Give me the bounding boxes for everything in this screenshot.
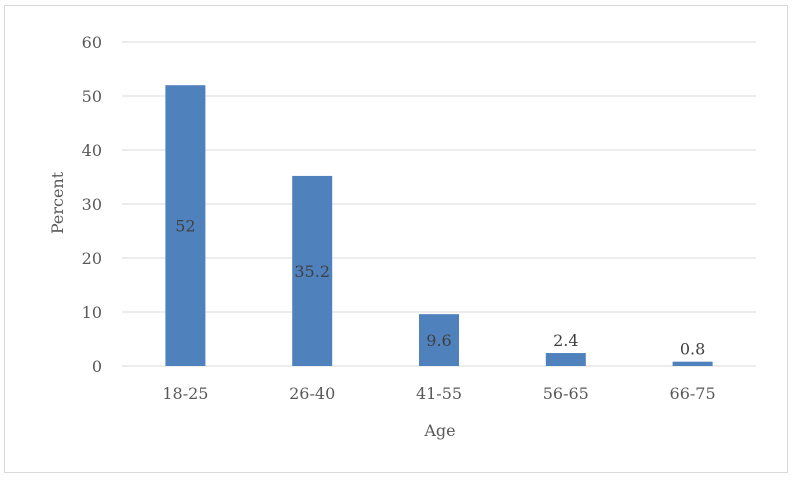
x-tick-label: 66-75	[670, 384, 716, 403]
x-tick-label: 41-55	[416, 384, 462, 403]
data-label: 0.8	[680, 340, 705, 359]
x-tick-label: 26-40	[289, 384, 335, 403]
data-label: 35.2	[294, 262, 330, 281]
y-tick-label: 40	[82, 141, 102, 160]
x-tick-label: 18-25	[162, 384, 208, 403]
y-tick-label: 60	[82, 33, 102, 52]
data-label: 2.4	[553, 331, 578, 350]
y-axis-title: Percent	[48, 171, 67, 234]
y-tick-label: 0	[92, 357, 102, 376]
data-labels: 52 35.2 9.6 2.4 0.8	[175, 217, 705, 359]
bar-56-65	[545, 353, 586, 366]
bars	[165, 85, 713, 366]
data-label: 9.6	[426, 331, 451, 350]
y-tick-label: 50	[82, 87, 102, 106]
gridlines	[122, 41, 756, 367]
x-tick-label: 56-65	[543, 384, 589, 403]
data-label: 52	[175, 217, 195, 236]
y-tick-label: 20	[82, 249, 102, 268]
bar-41-55	[419, 314, 459, 366]
bar-66-75	[672, 361, 713, 366]
bar-18-25	[165, 85, 206, 366]
y-tick-labels: 0 10 20 30 40 50 60	[82, 33, 102, 376]
bar-26-40	[292, 175, 333, 366]
chart-frame	[4, 5, 788, 473]
y-tick-label: 30	[82, 195, 102, 214]
x-axis-title: Age	[423, 421, 455, 440]
x-tick-labels: 18-25 26-40 41-55 56-65 66-75	[162, 384, 715, 403]
y-tick-label: 10	[82, 303, 102, 322]
